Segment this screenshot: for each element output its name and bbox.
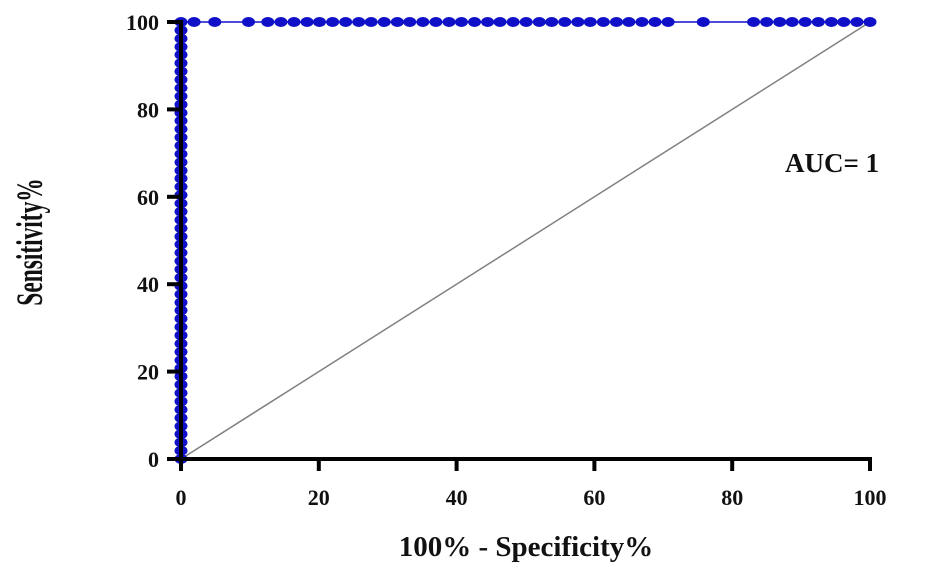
roc-point — [339, 17, 353, 27]
roc-point — [519, 17, 533, 27]
roc-point — [798, 17, 812, 27]
roc-point — [785, 17, 799, 27]
roc-point — [811, 17, 825, 27]
roc-point — [760, 17, 774, 27]
roc-point — [429, 17, 443, 27]
reference-line-segment — [180, 21, 871, 460]
roc-point — [352, 17, 366, 27]
roc-point — [274, 17, 288, 27]
roc-point — [622, 17, 636, 27]
x-axis-ticks: 0 20 40 60 80 100 — [176, 459, 887, 510]
roc-point — [609, 17, 623, 27]
roc-point — [863, 17, 877, 27]
roc-point — [661, 17, 675, 27]
x-axis-title: 100% - Specificity% — [399, 531, 654, 563]
auc-annotation: AUC= 1 — [785, 148, 879, 178]
roc-point — [824, 17, 838, 27]
y-tick-label: 40 — [137, 272, 159, 297]
roc-point — [850, 17, 864, 27]
x-tick-label: 40 — [446, 485, 468, 510]
roc-point — [747, 17, 761, 27]
y-tick-label: 100 — [126, 10, 159, 35]
x-tick-label: 80 — [721, 485, 743, 510]
roc-point — [187, 17, 201, 27]
roc-point — [837, 17, 851, 27]
roc-point — [468, 17, 482, 27]
roc-point — [532, 17, 546, 27]
roc-point — [403, 17, 417, 27]
y-axis-ticks: 0 20 40 60 80 100 — [126, 10, 181, 472]
roc-point — [545, 17, 559, 27]
roc-point — [242, 17, 256, 27]
roc-point — [377, 17, 391, 27]
y-tick-label: 80 — [137, 97, 159, 122]
y-tick-label: 20 — [137, 360, 159, 385]
reference-diagonal-line — [180, 21, 871, 460]
x-tick-label: 20 — [308, 485, 330, 510]
roc-point — [287, 17, 301, 27]
roc-point — [326, 17, 340, 27]
roc-point — [481, 17, 495, 27]
roc-point — [312, 17, 326, 27]
roc-point — [208, 17, 222, 27]
x-tick-label: 100 — [854, 485, 887, 510]
roc-point — [300, 17, 314, 27]
x-tick-label: 60 — [583, 485, 605, 510]
y-tick-label: 0 — [148, 447, 159, 472]
roc-point — [390, 17, 404, 27]
roc-point — [493, 17, 507, 27]
roc-point — [773, 17, 787, 27]
roc-point — [506, 17, 520, 27]
roc-point — [364, 17, 378, 27]
roc-point — [571, 17, 585, 27]
roc-point — [416, 17, 430, 27]
roc-point — [596, 17, 610, 27]
roc-point — [442, 17, 456, 27]
y-axis-title: Sensitivity% — [8, 178, 50, 305]
x-tick-label: 0 — [176, 485, 187, 510]
roc-point — [648, 17, 662, 27]
axes — [179, 20, 872, 461]
roc-point — [261, 17, 275, 27]
roc-point — [696, 17, 710, 27]
roc-point — [583, 17, 597, 27]
y-tick-label: 60 — [137, 185, 159, 210]
roc-point — [558, 17, 572, 27]
roc-point — [635, 17, 649, 27]
roc-point — [454, 17, 468, 27]
